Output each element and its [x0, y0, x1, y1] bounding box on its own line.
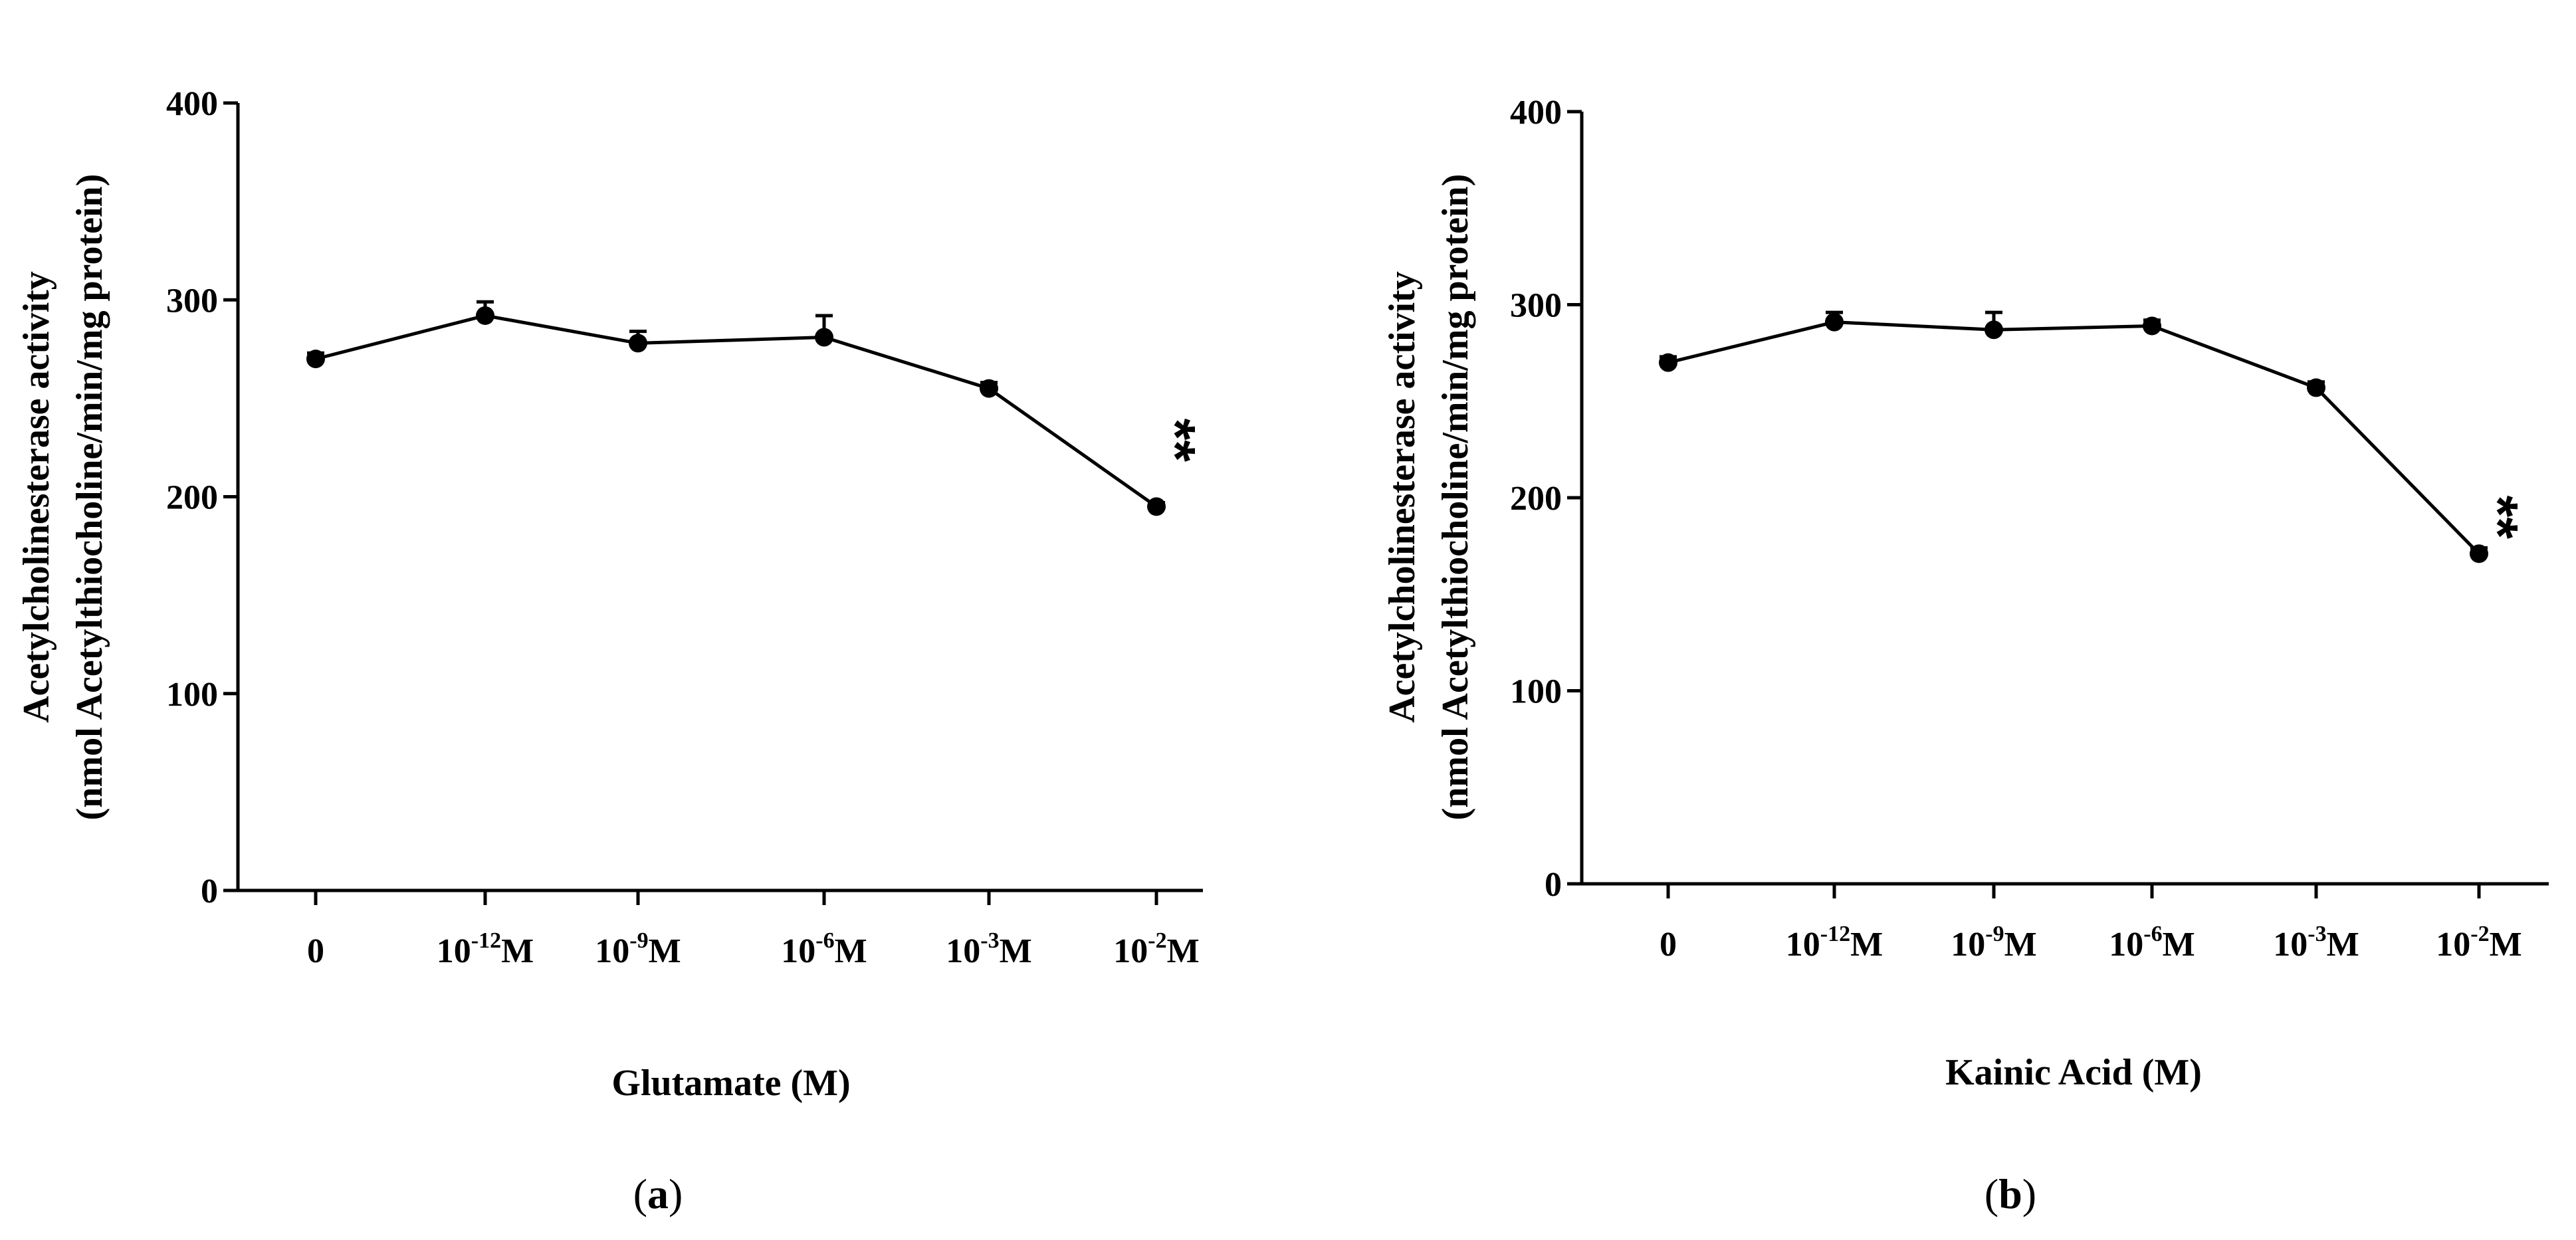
y-axis-label-line1: Acetylcholinesterase activity [16, 271, 57, 723]
panel-caption: (b) [1985, 1170, 2036, 1217]
data-point [815, 328, 833, 347]
data-point [306, 350, 325, 369]
y-tick-label: 400 [1510, 94, 1562, 132]
panel-caption: (a) [633, 1170, 683, 1217]
y-tick-label: 0 [1545, 866, 1562, 904]
y-tick-label: 400 [166, 85, 218, 123]
y-tick-label: 300 [166, 282, 218, 320]
x-tick-label: 10-3M [946, 928, 1031, 970]
data-point [2307, 378, 2325, 397]
y-tick-label: 0 [201, 873, 218, 910]
x-tick-label: 10-12M [437, 928, 534, 970]
y-tick-label: 200 [166, 479, 218, 517]
x-tick-label: 10-2M [2436, 922, 2522, 964]
data-point [1659, 353, 1677, 372]
significance-marker: ** [1144, 419, 1207, 463]
x-tick-label: 0 [1660, 926, 1677, 964]
data-point [2143, 316, 2161, 336]
x-tick-label: 10-12M [1786, 922, 1883, 964]
chart-panel-a: 0 100 200 300 400 0 10-12M 10-9M 10-6M 10-3M 10-2M… [16, 85, 1207, 1217]
data-point [1985, 320, 2003, 340]
data-point [1825, 312, 1844, 332]
x-tick-label: 0 [307, 932, 324, 970]
y-tick-label: 200 [1510, 480, 1562, 518]
x-tick-label: 10-9M [595, 928, 681, 970]
significance-marker: ** [2467, 496, 2529, 540]
y-tick-label: 300 [1510, 287, 1562, 325]
series-line [315, 314, 1158, 508]
x-tick-label: 10-3M [2273, 922, 2359, 964]
x-tick-label: 10-6M [2109, 922, 2195, 964]
y-axis-label-line2: (nmol Acetylthiocholine/min/mg protein) [1435, 174, 1476, 821]
x-axis-label: Glutamate (M) [611, 1063, 850, 1104]
data-point [980, 379, 998, 398]
x-tick-label: 10-9M [1951, 922, 2036, 964]
data-point [629, 334, 647, 353]
y-axis-label-line2: (nmol Acetylthiocholine/min/mg protein) [69, 174, 110, 821]
x-tick-label: 10-6M [781, 928, 867, 970]
series-line [1667, 320, 2480, 555]
chart-panel-b: 0 100 200 300 400 0 10-12M 10-9M 10-6M 10-3M 10-2M… [1382, 94, 2549, 1217]
data-point [476, 306, 494, 325]
data-point [1147, 497, 1166, 516]
y-axis-label-line1: Acetylcholinesterase activity [1382, 271, 1423, 723]
x-axis-label: Kainic Acid (M) [1945, 1052, 2202, 1093]
y-tick-label: 100 [166, 676, 218, 714]
x-tick-label: 10-2M [1113, 928, 1199, 970]
data-point [2470, 544, 2488, 564]
y-tick-label: 100 [1510, 673, 1562, 711]
